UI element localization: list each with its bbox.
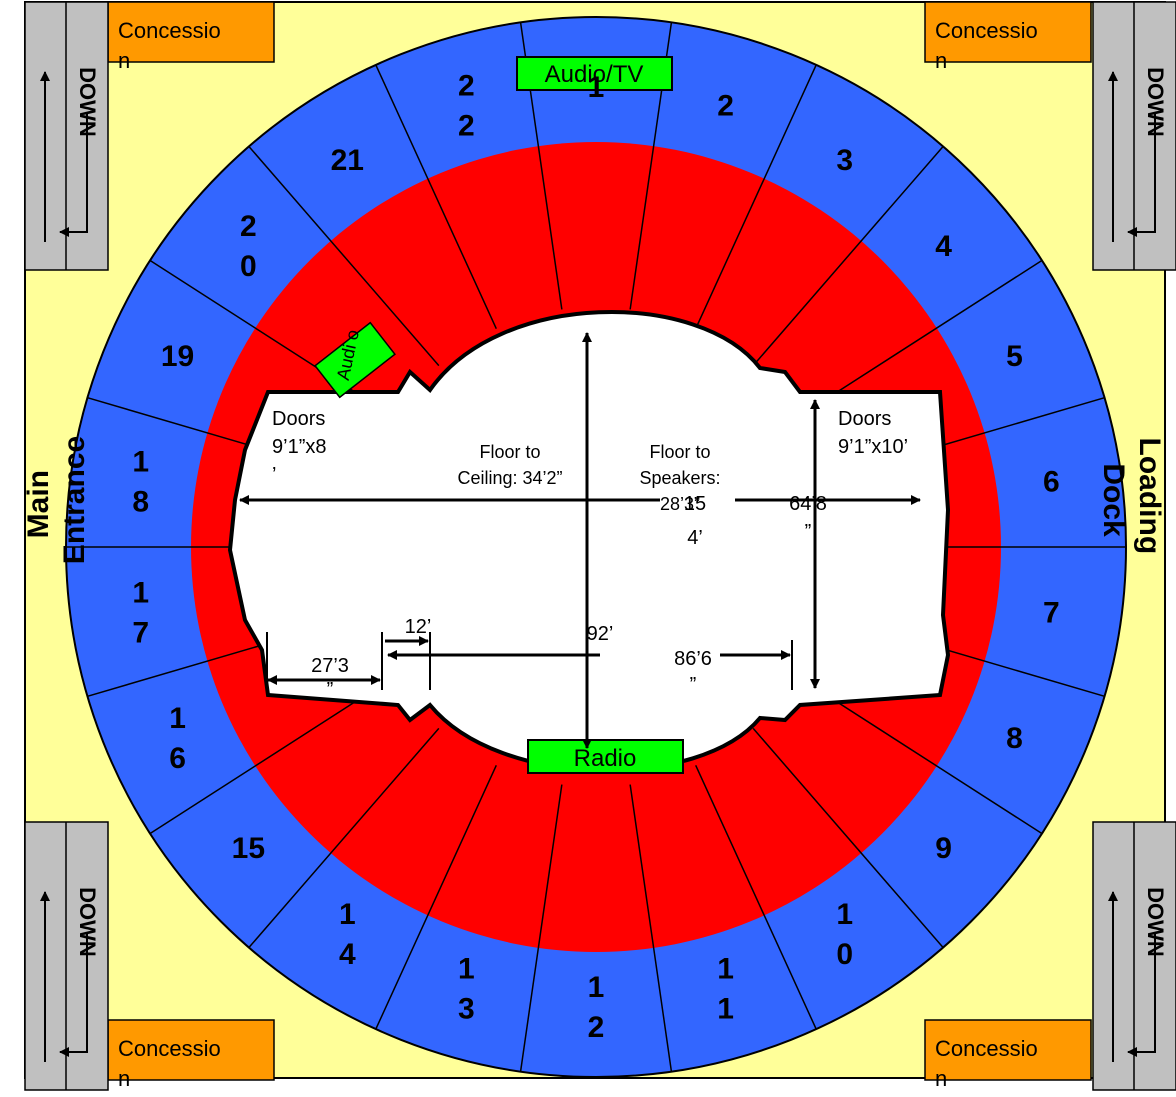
stairs-down: DOWN	[24, 1, 109, 271]
section-divider	[519, 784, 563, 1072]
concession-stand	[924, 1019, 1092, 1081]
doors-right-label: Doors 9’1”x10’	[838, 408, 908, 458]
section-divider	[629, 784, 673, 1072]
concession-label: Concessio n	[935, 1036, 1038, 1091]
section-label: 1	[588, 71, 605, 104]
stairs-down: DOWN	[1092, 821, 1176, 1091]
floor-width-label: 15 4’	[684, 493, 706, 549]
stairs-down-label: DOWN	[75, 67, 100, 137]
section-label: 7	[1043, 596, 1060, 629]
floor-height-label: 92’	[587, 623, 614, 645]
dim-12-label: 12’	[405, 616, 432, 638]
loading-dock-label: Loading Dock	[1097, 438, 1166, 563]
stairs-down-label: DOWN	[75, 887, 100, 957]
section-divider	[752, 145, 944, 367]
section-label: 4	[935, 230, 952, 263]
concession-label: Concessio n	[118, 18, 221, 73]
floor-to-ceiling-label: Floor to Ceiling: 34’2”	[457, 442, 562, 488]
section-divider	[375, 64, 497, 329]
section-label: 5	[1006, 340, 1023, 373]
section-label: 21	[331, 144, 364, 177]
dimension-lines	[239, 332, 921, 749]
concession-label: Concessio n	[118, 1036, 221, 1091]
main-entrance-label: Main Entrance	[22, 436, 91, 564]
section-divider	[375, 765, 497, 1030]
doors-left-label: Doors 9’1”x8’	[272, 408, 326, 486]
section-label: 9	[935, 832, 952, 865]
radio-label: Radio	[574, 745, 637, 772]
section-label: 8	[1006, 722, 1023, 755]
right-height-label: 64’8”	[789, 493, 827, 543]
audio-tv-booth	[516, 56, 673, 91]
audio-booth-small: Audi o	[314, 321, 396, 399]
section-divider	[752, 727, 944, 949]
concession-stand	[107, 1019, 275, 1081]
section-label: 19	[161, 340, 194, 373]
concession-stand	[924, 1, 1092, 63]
section-divider	[695, 64, 817, 329]
section-label: 15	[232, 832, 265, 865]
concession-stand	[107, 1, 275, 63]
section-label: 6	[1043, 466, 1060, 499]
stairs-down: DOWN	[1092, 1, 1176, 271]
radio-booth	[527, 739, 684, 774]
dim-86-label: 86’6”	[674, 648, 712, 696]
section-divider	[248, 145, 440, 367]
stairs-down-label: DOWN	[1143, 67, 1168, 137]
dim-27-label: 27’3”	[311, 655, 349, 701]
section-label: 2	[717, 90, 734, 123]
stairs-down-label: DOWN	[1143, 887, 1168, 957]
section-divider	[695, 765, 817, 1030]
audio-tv-label: Audio/TV	[545, 61, 644, 88]
floor-to-speakers-label: Floor to Speakers: 28’3”	[639, 442, 720, 514]
section-label: 3	[836, 144, 853, 177]
stairs-down: DOWN	[24, 821, 109, 1091]
concession-label: Concessio n	[935, 18, 1038, 73]
section-divider	[248, 727, 440, 949]
